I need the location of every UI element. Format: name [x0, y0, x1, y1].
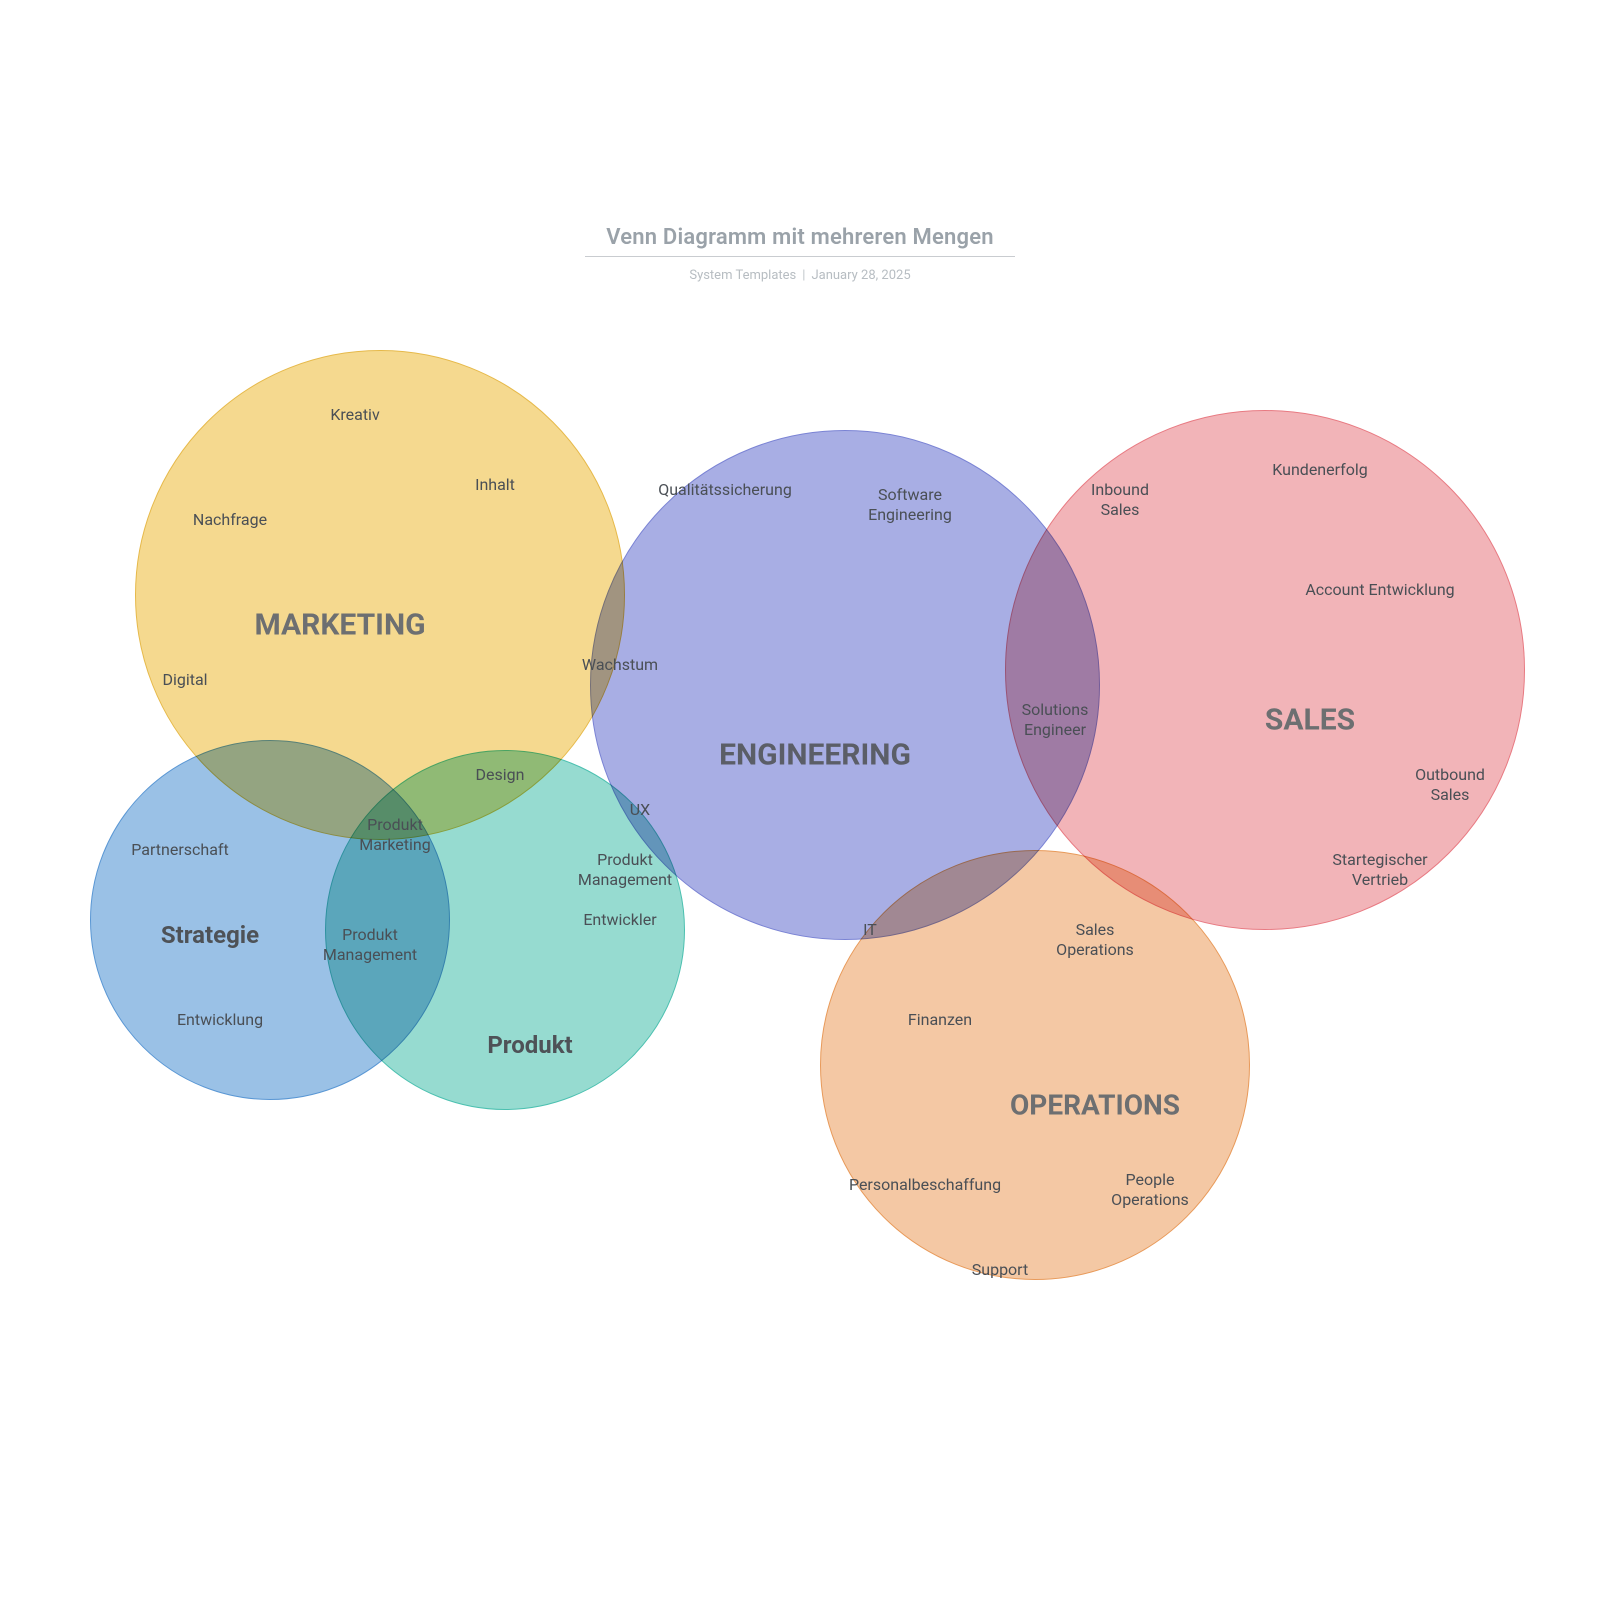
circle-name-operations: OPERATIONS	[1010, 1089, 1180, 1122]
venn-label: IT	[863, 920, 877, 940]
venn-circle-operations	[820, 850, 1250, 1280]
venn-label: Finanzen	[908, 1010, 972, 1030]
venn-label: Digital	[162, 670, 207, 690]
venn-label: Partnerschaft	[131, 840, 228, 860]
venn-label: Kundenerfolg	[1272, 460, 1367, 480]
venn-label: Support	[972, 1260, 1028, 1280]
venn-label: Entwicklung	[177, 1010, 263, 1030]
circle-name-marketing: MARKETING	[254, 608, 425, 643]
venn-label: Qualitätssicherung	[658, 480, 792, 500]
venn-label: UX	[630, 800, 650, 820]
venn-label: Entwickler	[583, 910, 656, 930]
venn-label: Outbound Sales	[1415, 765, 1485, 805]
diagram-subtitle: System Templates|January 28, 2025	[0, 268, 1600, 283]
venn-label: Solutions Engineer	[1022, 700, 1089, 740]
title-underline	[585, 256, 1015, 257]
circle-name-strategie: Strategie	[161, 921, 259, 949]
venn-label: Produkt Management	[578, 850, 672, 890]
venn-label: Produkt Management	[323, 925, 417, 965]
venn-label: Kreativ	[330, 405, 379, 425]
venn-label: Inhalt	[475, 475, 515, 495]
circle-name-produkt: Produkt	[487, 1031, 572, 1059]
date-label: January 28, 2025	[811, 268, 910, 283]
diagram-title: Venn Diagramm mit mehreren Mengen	[0, 225, 1600, 250]
venn-label: Software Engineering	[868, 485, 952, 525]
venn-label: Inbound Sales	[1091, 480, 1149, 520]
venn-label: Account Entwicklung	[1305, 580, 1454, 600]
venn-diagram-canvas: Venn Diagramm mit mehreren Mengen System…	[0, 0, 1600, 1600]
circle-name-engineering: ENGINEERING	[719, 738, 911, 773]
venn-label: Nachfrage	[193, 510, 267, 530]
venn-label: Personalbeschaffung	[849, 1175, 1001, 1195]
venn-label: Design	[476, 765, 525, 785]
author-label: System Templates	[689, 268, 796, 283]
venn-label: Produkt Marketing	[359, 815, 430, 855]
circle-name-sales: SALES	[1265, 703, 1355, 738]
venn-label: Sales Operations	[1056, 920, 1134, 960]
venn-label: Wachstum	[582, 655, 658, 675]
separator: |	[796, 268, 811, 283]
venn-circle-sales	[1005, 410, 1525, 930]
venn-label: Startegischer Vertrieb	[1332, 850, 1427, 890]
venn-label: People Operations	[1111, 1170, 1189, 1210]
